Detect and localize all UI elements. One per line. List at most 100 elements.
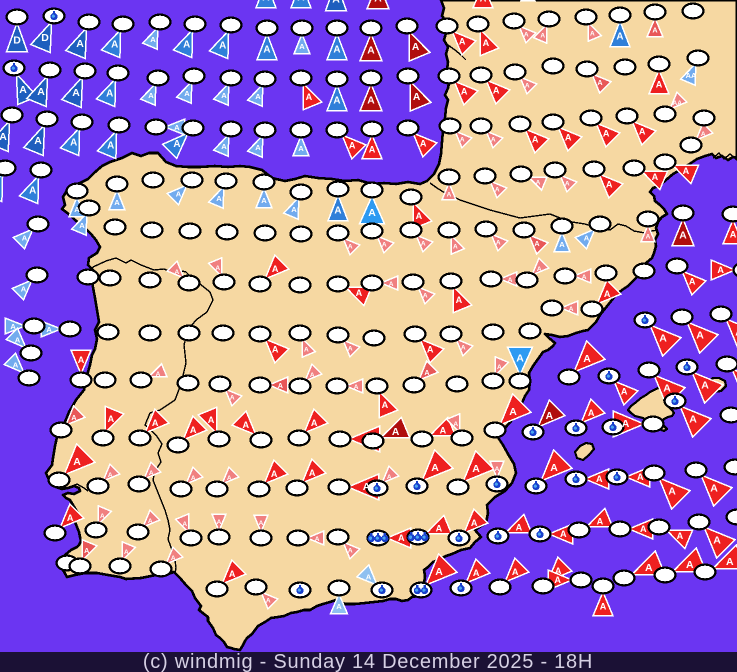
svg-text:A: A	[461, 86, 468, 96]
svg-text:A: A	[582, 274, 587, 281]
svg-text:A: A	[495, 186, 500, 193]
svg-text:A: A	[427, 344, 434, 354]
svg-text:A: A	[584, 234, 590, 243]
svg-text:A: A	[216, 194, 222, 203]
svg-text:A: A	[37, 86, 45, 98]
svg-text:A: A	[364, 433, 372, 445]
svg-text:A: A	[266, 597, 271, 604]
svg-text:A: A	[72, 87, 80, 99]
svg-text:A: A	[686, 559, 694, 571]
svg-text:A: A	[453, 421, 458, 428]
svg-text:A: A	[67, 513, 74, 523]
svg-text:A: A	[389, 281, 394, 288]
svg-text:A: A	[524, 31, 529, 38]
svg-text:A: A	[106, 88, 113, 99]
svg-text:A: A	[332, 0, 340, 6]
svg-text:A: A	[29, 185, 36, 196]
svg-text:A: A	[491, 136, 496, 143]
svg-text:A: A	[76, 38, 84, 50]
svg-text:A: A	[171, 555, 176, 562]
svg-text:A: A	[537, 266, 542, 273]
svg-text:A: A	[306, 92, 313, 102]
svg-text:A: A	[532, 134, 539, 144]
svg-text:A: A	[366, 573, 372, 582]
svg-text:A: A	[461, 344, 466, 351]
svg-text:A: A	[600, 602, 607, 612]
svg-text:A: A	[71, 413, 76, 422]
svg-text:A: A	[508, 277, 513, 284]
svg-text:A: A	[603, 128, 610, 138]
svg-text:A: A	[663, 382, 671, 394]
svg-text:A: A	[315, 536, 320, 543]
svg-text:A: A	[374, 0, 382, 4]
svg-text:A: A	[152, 418, 159, 428]
svg-text:A: A	[392, 427, 400, 438]
svg-text:A: A	[363, 481, 371, 493]
svg-text:A: A	[431, 462, 439, 474]
svg-text:A: A	[148, 91, 154, 100]
svg-text:A: A	[637, 472, 644, 482]
svg-text:A: A	[111, 39, 118, 50]
svg-text:A: A	[221, 142, 227, 151]
svg-text:A: A	[656, 80, 663, 90]
svg-text:A: A	[70, 137, 77, 148]
svg-text:A: A	[173, 139, 180, 150]
svg-text:A: A	[107, 140, 114, 151]
svg-text:A: A	[208, 415, 215, 425]
svg-text:A: A	[149, 470, 154, 477]
svg-text:A: A	[13, 361, 19, 370]
svg-text:A: A	[309, 468, 316, 478]
svg-text:A: A	[182, 521, 187, 528]
svg-text:A: A	[496, 239, 501, 246]
svg-text:A: A	[278, 381, 283, 390]
svg-text:A: A	[336, 602, 342, 611]
svg-text:A: A	[243, 420, 250, 430]
svg-text:A: A	[230, 394, 235, 401]
svg-text:A: A	[416, 211, 423, 221]
svg-text:A: A	[348, 345, 353, 352]
svg-text:A: A	[21, 285, 27, 294]
svg-text:A: A	[726, 556, 734, 568]
svg-text:A: A	[215, 265, 220, 272]
svg-text:A: A	[229, 569, 236, 579]
svg-text:A: A	[382, 241, 387, 248]
svg-text:A: A	[717, 265, 724, 275]
svg-text:A: A	[459, 36, 466, 46]
svg-text:A: A	[713, 534, 721, 546]
svg-text:A: A	[259, 520, 264, 527]
svg-text:A: A	[219, 40, 226, 51]
svg-text:A: A	[596, 474, 603, 484]
svg-text:A: A	[348, 243, 353, 250]
svg-text:A: A	[0, 131, 7, 143]
svg-text:A: A	[730, 230, 737, 240]
svg-text:A: A	[34, 135, 42, 147]
svg-text:A: A	[176, 190, 182, 199]
svg-text:A: A	[191, 475, 196, 482]
svg-text:A: A	[456, 295, 463, 305]
svg-text:A: A	[263, 45, 270, 56]
svg-text:A: A	[701, 131, 706, 138]
svg-text:AA: AA	[673, 100, 683, 107]
svg-text:A: A	[493, 85, 500, 95]
svg-text:A: A	[304, 346, 309, 353]
svg-text:A: A	[689, 413, 697, 425]
svg-text:A: A	[555, 566, 562, 576]
svg-text:A: A	[497, 364, 502, 371]
svg-text:A: A	[421, 240, 426, 247]
svg-text:A: A	[150, 35, 156, 44]
svg-text:A: A	[114, 198, 120, 207]
svg-text:A: A	[78, 355, 85, 365]
svg-text:A: A	[597, 78, 602, 87]
svg-text:A: A	[516, 523, 523, 533]
svg-text:A: A	[412, 42, 420, 53]
svg-text:A: A	[480, 0, 487, 4]
svg-text:A: A	[590, 30, 595, 37]
svg-text:A: A	[349, 140, 356, 150]
svg-text:A: A	[436, 524, 443, 534]
svg-text:A: A	[645, 562, 653, 574]
svg-text:A: A	[221, 91, 227, 100]
svg-text:A: A	[10, 322, 16, 331]
svg-text:A: A	[569, 306, 574, 313]
svg-text:A: A	[84, 546, 89, 555]
svg-text:A: A	[174, 123, 180, 132]
